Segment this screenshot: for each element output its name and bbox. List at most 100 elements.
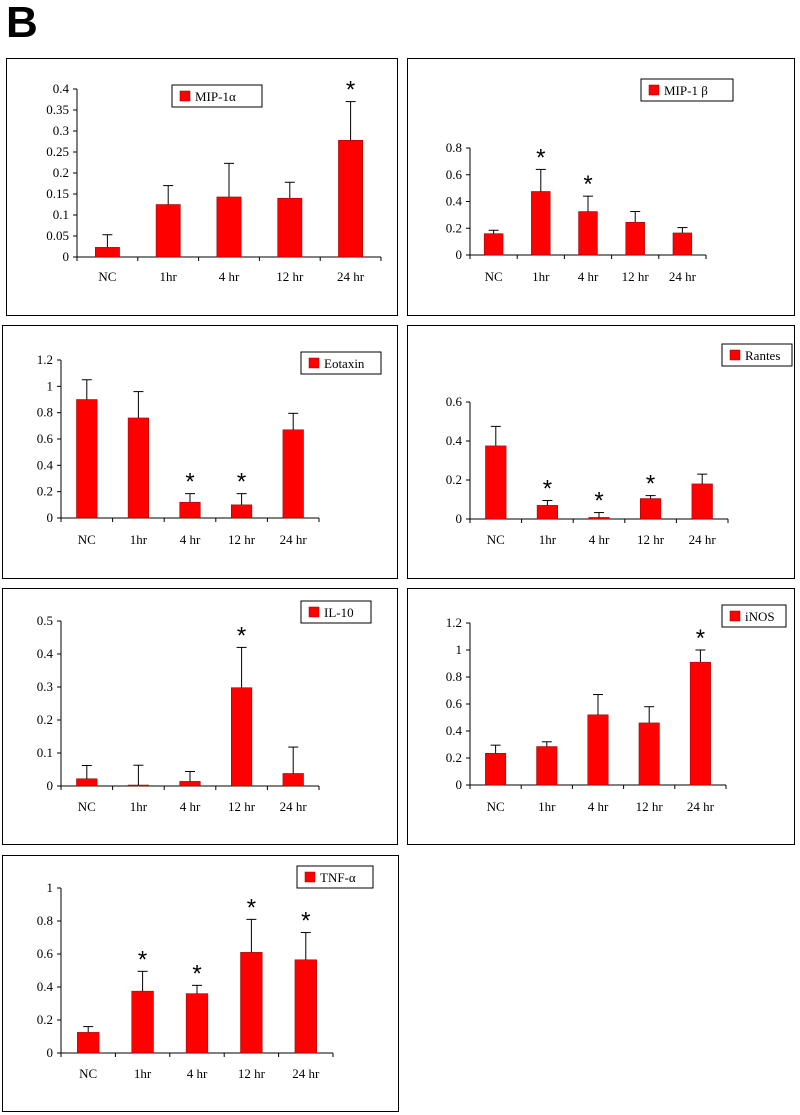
significance-star: * [696, 625, 705, 652]
legend-swatch [729, 349, 741, 361]
y-tick-label: 0 [456, 511, 463, 526]
legend-box [296, 865, 374, 889]
y-tick-label: 0.6 [37, 946, 54, 961]
y-tick-label: 0.35 [46, 102, 69, 117]
chart-mip-1-alpha: 0 0.05 0.1 0.15 0.2 0.25 0.3 0.35 0.4 NC 1hr 4 hr 12… [6, 58, 398, 316]
chart-svg: 0 0.05 0.1 0.15 0.2 0.25 0.3 0.35 0.4 NC 1hr 4 hr 12… [46, 77, 382, 284]
x-tick-label: 24 hr [687, 799, 715, 814]
y-tick-label: 0.2 [37, 1012, 53, 1027]
x-tick-label: 24 hr [292, 1066, 320, 1081]
x-tick-label: 4 hr [180, 532, 201, 547]
bar [638, 722, 660, 786]
y-tick-label: 0.8 [446, 669, 462, 684]
bar [127, 784, 149, 787]
legend-label: IL-10 [324, 605, 354, 620]
y-tick-label: 1 [47, 880, 54, 895]
chart-eotaxin: 0 0.2 0.4 0.6 0.8 1 1.2 NC 1hr 4 hr * 12 hr * 24 hr Eo… [2, 325, 398, 579]
y-tick-label: 0 [456, 777, 463, 792]
x-tick-label: 24 hr [280, 532, 308, 547]
y-tick-label: 0 [47, 1045, 54, 1060]
x-tick-label: 24 hr [669, 269, 697, 284]
significance-star: * [583, 171, 592, 198]
bar [531, 191, 551, 256]
bar [77, 1032, 100, 1054]
x-tick-label: 4 hr [187, 1066, 208, 1081]
chart-inos: 0 0.2 0.4 0.6 0.8 1 1.2 NC 1hr 4 hr 12 hr 24 hr * iNO… [407, 588, 795, 845]
legend-label: MIP-1α [195, 89, 236, 104]
y-tick-label: 0.25 [46, 144, 69, 159]
x-tick-label: 1hr [130, 799, 148, 814]
significance-star: * [301, 908, 310, 935]
bar [587, 714, 609, 786]
significance-star: * [185, 469, 194, 496]
bar [485, 445, 507, 520]
bar [282, 429, 304, 519]
bar [76, 778, 98, 787]
significance-star: * [192, 960, 201, 987]
y-tick-label: 0.05 [46, 228, 69, 243]
x-tick-label: 1hr [539, 532, 557, 547]
legend-swatch [729, 610, 741, 622]
y-tick-label: 0.4 [446, 194, 463, 209]
y-tick-label: 0.1 [53, 207, 69, 222]
legend-label: TNF-α [320, 870, 356, 885]
y-tick-label: 0 [63, 249, 70, 264]
x-tick-label: 4 hr [219, 269, 240, 284]
y-tick-label: 0.6 [446, 696, 463, 711]
x-tick-label: 4 hr [589, 532, 610, 547]
y-tick-label: 0.8 [37, 405, 53, 420]
x-tick-label: 1hr [160, 269, 178, 284]
bar [485, 753, 507, 786]
bar [588, 517, 610, 520]
legend-swatch [308, 357, 320, 369]
y-tick-label: 0.4 [446, 723, 463, 738]
legend-box [721, 604, 787, 628]
bar [76, 399, 98, 519]
chart-mip-1-beta: 0 0.2 0.4 0.6 0.8 NC 1hr * 4 hr * 12 hr 24 hr MIP-1 … [407, 58, 795, 316]
bar [131, 990, 154, 1054]
y-tick-label: 0.2 [446, 472, 462, 487]
bar [689, 661, 711, 786]
significance-star: * [646, 471, 655, 498]
y-tick-label: 0.2 [37, 712, 53, 727]
x-tick-label: 12 hr [238, 1066, 266, 1081]
bar [94, 247, 120, 258]
legend-swatch [304, 871, 316, 883]
legend-swatch [179, 90, 191, 102]
significance-star: * [346, 77, 355, 104]
bar [640, 498, 662, 520]
y-tick-label: 0.4 [37, 979, 54, 994]
legend-label: MIP-1 β [664, 83, 708, 98]
y-tick-label: 0 [47, 510, 54, 525]
legend-label: Rantes [745, 348, 780, 363]
y-tick-label: 0.2 [446, 220, 462, 235]
y-tick-label: 0 [456, 247, 463, 262]
chart-svg: 0 0.2 0.4 0.6 0.8 NC 1hr * 4 hr * 12 hr 24 hr MIP-1 … [446, 78, 734, 284]
chart-svg: 0 0.2 0.4 0.6 0.8 1 NC 1hr * 4 hr * 12 hr * 24 hr * TNF… [37, 865, 374, 1081]
x-tick-label: 24 hr [280, 799, 308, 814]
y-tick-label: 0.2 [446, 750, 462, 765]
y-tick-label: 0.3 [53, 123, 69, 138]
bar [691, 483, 713, 520]
significance-star: * [543, 475, 552, 502]
y-tick-label: 0.8 [37, 913, 53, 928]
chart-il-10: 0 0.1 0.2 0.3 0.4 0.5 NC 1hr 4 hr 12 hr * 24 hr IL-1… [2, 588, 398, 845]
y-tick-label: 0.6 [446, 167, 463, 182]
bar [625, 221, 645, 256]
bar [231, 504, 253, 519]
significance-star: * [536, 144, 545, 171]
bar [179, 781, 201, 787]
bar [155, 204, 181, 258]
x-tick-label: 4 hr [180, 799, 201, 814]
chart-tnf-alpha: 0 0.2 0.4 0.6 0.8 1 NC 1hr * 4 hr * 12 hr * 24 hr * TNF… [2, 855, 399, 1112]
bar [536, 746, 558, 786]
y-tick-label: 0.2 [37, 484, 53, 499]
legend-box [171, 84, 263, 108]
y-tick-label: 1.2 [37, 352, 53, 367]
x-tick-label: 4 hr [588, 799, 609, 814]
y-tick-label: 0.4 [37, 646, 54, 661]
bar [277, 197, 303, 258]
significance-star: * [237, 622, 246, 649]
bar [294, 959, 317, 1054]
x-tick-label: 1hr [532, 269, 550, 284]
